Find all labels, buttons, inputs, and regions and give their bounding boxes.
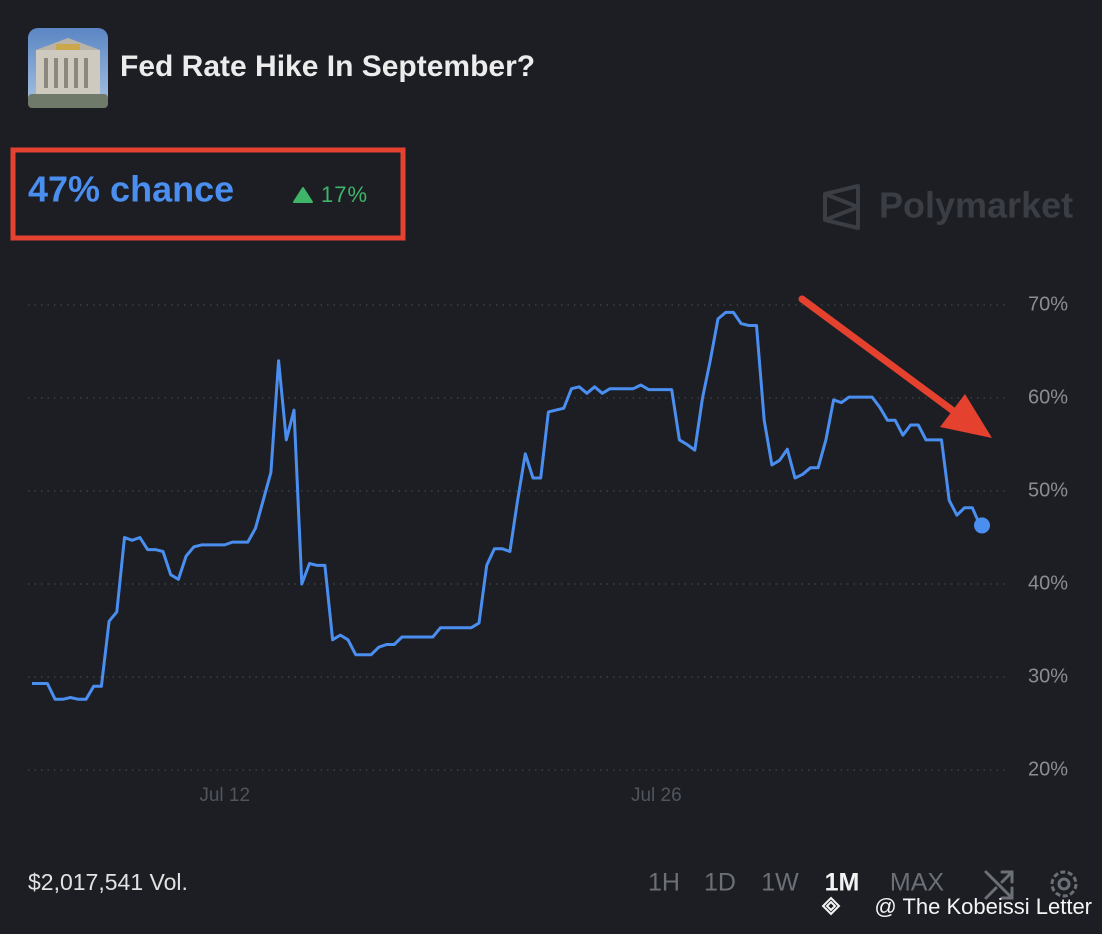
timeframe-selector: 1H 1D 1W 1M MAX <box>648 869 944 897</box>
x-tick-label: Jul 12 <box>199 785 250 806</box>
timeframe-button[interactable]: 1W <box>761 869 799 897</box>
settings-icon[interactable] <box>1050 870 1078 898</box>
x-tick-label: Jul 26 <box>631 785 682 806</box>
timeframe-button[interactable]: 1M <box>825 869 860 897</box>
y-tick-label: 40% <box>1028 572 1068 594</box>
y-tick-label: 30% <box>1028 665 1068 687</box>
chart: 20% 30% 40% 50% 60% 70% Jul 12 Jul 26 <box>28 293 1068 806</box>
market-icon <box>28 28 108 108</box>
price-line <box>32 310 982 701</box>
watermark: @ The Kobeissi Letter <box>874 894 1092 919</box>
timeframe-button[interactable]: 1D <box>704 869 736 897</box>
brand-logo <box>823 184 860 230</box>
timeframe-button[interactable]: MAX <box>890 869 945 897</box>
market-title: Fed Rate Hike In September? <box>120 50 535 83</box>
current-point <box>974 517 990 534</box>
watermark-logo <box>821 896 841 916</box>
volume: $2,017,541 Vol. <box>28 869 188 895</box>
timeframe-button[interactable]: 1H <box>648 869 680 897</box>
annotation-arrow <box>798 295 992 438</box>
y-tick-label: 60% <box>1028 386 1068 408</box>
up-arrow-icon <box>293 187 313 203</box>
highlight-box <box>10 147 406 241</box>
y-tick-label: 70% <box>1028 293 1068 315</box>
shuffle-icon[interactable] <box>984 870 1014 900</box>
y-tick-label: 50% <box>1028 479 1068 501</box>
y-tick-label: 20% <box>1028 758 1068 780</box>
brand-name: Polymarket <box>879 185 1073 226</box>
change-label: 17% <box>321 182 368 207</box>
chance-label: 47% chance <box>28 169 234 210</box>
